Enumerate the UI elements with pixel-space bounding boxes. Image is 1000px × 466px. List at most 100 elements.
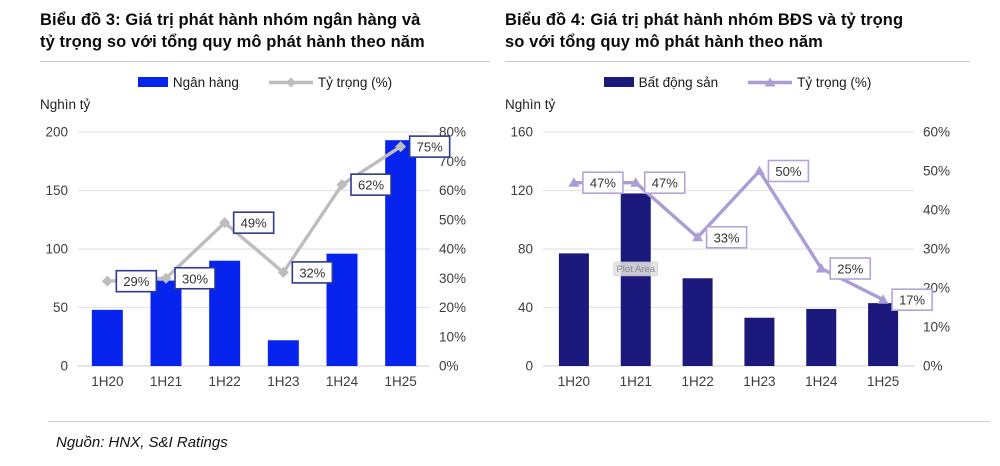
x-axis-label: 1H22 [209, 374, 241, 389]
bar-1H22 [682, 277, 713, 366]
svg-text:29%: 29% [123, 274, 149, 289]
svg-text:10%: 10% [439, 329, 466, 344]
svg-text:0: 0 [60, 358, 68, 373]
legend-item-bars: Bất động sản [603, 74, 719, 90]
source-note: Nguồn: HNX, S&I Ratings [56, 434, 228, 451]
legend-item-line: Tỷ trọng (%) [268, 74, 393, 90]
chart4-legend: Bất động sản Tỷ trọng (%) [505, 75, 970, 90]
legend-label: Tỷ trọng (%) [317, 74, 393, 90]
svg-text:0%: 0% [439, 358, 459, 373]
svg-text:30%: 30% [439, 270, 466, 285]
svg-text:25%: 25% [837, 261, 863, 276]
line-marker-icon [268, 76, 313, 89]
title-divider [40, 60, 490, 62]
svg-text:47%: 47% [590, 175, 616, 190]
x-axis-label: 1H25 [385, 374, 417, 389]
x-axis-label: 1H23 [267, 374, 299, 389]
bank-bond-bar-line-chart: 0501001502000%10%20%30%40%50%60%70%80%29… [45, 124, 466, 389]
svg-text:60%: 60% [439, 183, 466, 198]
legend-label: Bất động sản [638, 74, 719, 90]
svg-text:0%: 0% [923, 358, 943, 373]
x-axis-label: 1H21 [620, 374, 652, 389]
bar-1H24 [806, 308, 837, 366]
svg-text:33%: 33% [714, 230, 740, 245]
svg-text:20%: 20% [439, 300, 466, 315]
x-axis-label: 1H21 [150, 374, 182, 389]
svg-text:160: 160 [510, 124, 533, 139]
bar-1H23 [744, 317, 775, 366]
plot-area-tooltip [613, 261, 659, 276]
chart4-title-line1: Biểu đồ 4: Giá trị phát hành nhóm BĐS và… [505, 11, 904, 29]
svg-text:49%: 49% [241, 215, 267, 230]
legend-label: Ngân hàng [172, 74, 239, 90]
svg-text:17%: 17% [899, 292, 925, 307]
chart4-panel: Biểu đồ 4: Giá trị phát hành nhóm BĐS và… [505, 10, 970, 406]
svg-text:40%: 40% [923, 202, 950, 217]
axis-unit-label: Nghìn tỷ [505, 96, 556, 112]
svg-text:Plot Area: Plot Area [616, 263, 655, 274]
page-title: Biểu đồ 3: Giá trị phát hành nhóm ngân h… [40, 10, 490, 54]
data-label-box [350, 172, 392, 196]
svg-text:120: 120 [510, 183, 533, 198]
bar-swatch-icon [137, 77, 168, 88]
svg-text:50: 50 [53, 300, 68, 315]
svg-text:47%: 47% [652, 175, 678, 190]
chart3-legend: Ngân hàng Tỷ trọng (%) [40, 75, 490, 90]
data-label-box [767, 159, 810, 182]
svg-text:30%: 30% [923, 241, 950, 256]
svg-text:62%: 62% [358, 177, 384, 192]
x-axis-label: 1H24 [326, 374, 359, 389]
x-axis-label: 1H22 [681, 374, 713, 389]
data-label-box [408, 134, 451, 158]
legend-item-bars: Ngân hàng [137, 74, 239, 90]
chart4-title-line2: so với tổng quy mô phát hành theo năm [505, 32, 823, 51]
footer-divider: Nguồn: HNX, S&I Ratings [48, 421, 990, 451]
x-axis-label: 1H20 [91, 374, 123, 389]
title-divider [505, 60, 970, 62]
data-label-box [891, 287, 933, 311]
svg-text:200: 200 [45, 124, 68, 139]
data-label-box [232, 210, 275, 234]
data-label-box [829, 256, 872, 280]
bar-1H20 [91, 309, 123, 366]
chart3-title-line2: tỷ trọng so với tổng quy mô phát hành th… [40, 32, 425, 51]
bar-1H23 [267, 339, 299, 366]
x-axis-label: 1H20 [558, 374, 590, 389]
svg-text:30%: 30% [182, 271, 208, 286]
svg-text:32%: 32% [299, 265, 325, 280]
bar-1H20 [558, 252, 589, 366]
legend-label: Tỷ trọng (%) [797, 74, 872, 90]
page-title: Biểu đồ 4: Giá trị phát hành nhóm BĐS và… [505, 10, 970, 54]
axis-unit-label: Nghìn tỷ [40, 96, 91, 112]
data-label-box [115, 269, 158, 293]
svg-text:10%: 10% [923, 319, 950, 334]
x-axis-label: 1H23 [743, 374, 775, 389]
legend-item-line: Tỷ trọng (%) [748, 75, 871, 90]
bar-1H25 [868, 302, 899, 366]
chart3-title-line1: Biểu đồ 3: Giá trị phát hành nhóm ngân h… [40, 11, 421, 29]
data-label-box [582, 170, 624, 194]
svg-text:40%: 40% [439, 241, 466, 256]
bar-1H21 [620, 192, 651, 366]
data-label-box [174, 266, 216, 290]
svg-text:150: 150 [45, 183, 68, 198]
x-axis-label: 1H25 [867, 374, 899, 389]
svg-text:75%: 75% [417, 139, 443, 154]
svg-text:60%: 60% [923, 124, 950, 139]
svg-text:100: 100 [45, 241, 68, 256]
x-axis-label: 1H24 [805, 374, 838, 389]
chart3-panel: Biểu đồ 3: Giá trị phát hành nhóm ngân h… [40, 10, 490, 406]
svg-text:50%: 50% [439, 212, 466, 227]
data-label-box [643, 170, 686, 194]
svg-text:40: 40 [518, 300, 533, 315]
bar-1H21 [150, 280, 182, 366]
data-label-box [705, 225, 748, 249]
svg-text:80: 80 [518, 241, 533, 256]
svg-text:50%: 50% [923, 163, 950, 178]
svg-text:50%: 50% [775, 164, 801, 179]
line-marker-icon [748, 76, 793, 89]
data-label-box [291, 260, 334, 284]
svg-text:0: 0 [525, 358, 533, 373]
bar-swatch-icon [603, 77, 634, 88]
